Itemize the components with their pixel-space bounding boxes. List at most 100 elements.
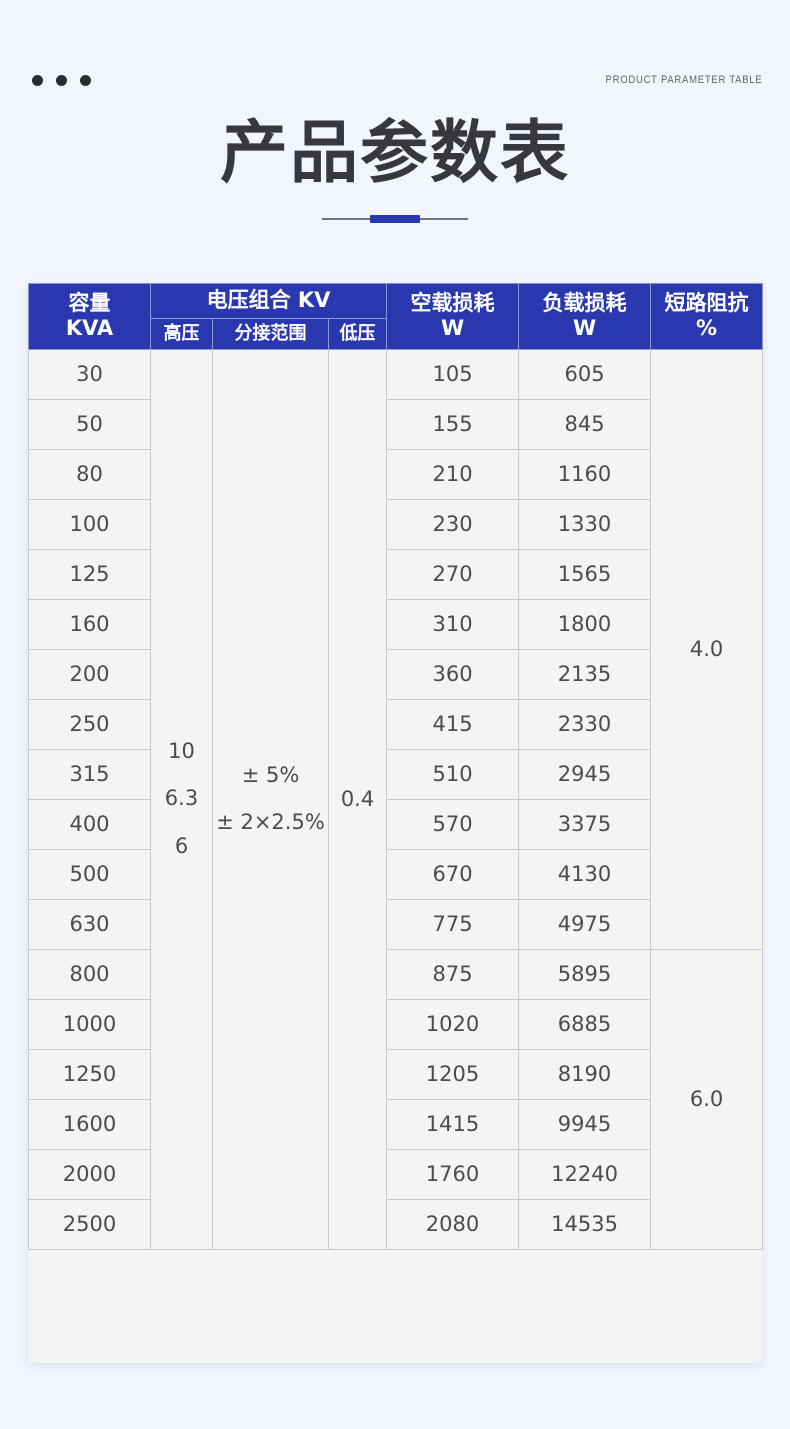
cell-no-load-loss: 1205 [386,1048,520,1100]
table-row: 160 310 1800 [28,598,763,650]
cell-capacity: 1250 [28,1048,151,1100]
cell-no-load-loss: 230 [386,498,520,550]
table-row: 500 670 4130 [28,848,763,900]
table-row: 200 360 2135 [28,648,763,700]
cell-load-loss: 605 [518,348,652,400]
no-load-loss-header-line1: 空载损耗 [410,290,495,315]
table-head: 容量 KVA 电压组合 KV 空载损耗 W 负载损耗 W 短路阻抗 % 高 [28,283,764,350]
cell-no-load-loss: 210 [386,448,520,500]
cell-capacity: 500 [28,848,151,900]
parameter-table-container: 容量 KVA 电压组合 KV 空载损耗 W 负载损耗 W 短路阻抗 % 高 [28,283,764,1363]
cell-no-load-loss: 570 [386,798,520,850]
cell-capacity: 315 [28,748,151,800]
table-row: 1600 1415 9945 [28,1098,763,1150]
cell-load-loss: 14535 [518,1198,652,1250]
column-header-tap-range: 分接范围 [212,317,329,350]
cell-capacity: 160 [28,598,151,650]
high-voltage-value: 6 [174,833,189,858]
table-row: 50 155 845 [28,398,763,450]
cell-no-load-loss: 670 [386,848,520,900]
cell-capacity: 1000 [28,998,151,1050]
no-load-loss-header-line2: W [440,316,465,341]
column-header-no-load-loss: 空载损耗 W [386,283,520,350]
cell-load-loss: 2135 [518,648,652,700]
load-loss-header-line1: 负载损耗 [542,290,627,315]
cell-impedance-high: 6.0 [650,948,764,1250]
table-row: 800 875 5895 6.0 [28,948,764,1250]
cell-load-loss: 8190 [518,1048,652,1100]
dot-icon [80,74,91,86]
cell-capacity: 1600 [28,1098,151,1150]
cell-no-load-loss: 510 [386,748,520,800]
parameter-table: 容量 KVA 电压组合 KV 空载损耗 W 负载损耗 W 短路阻抗 % 高 [28,283,764,1250]
cell-load-loss: 845 [518,398,652,450]
cell-load-loss: 1565 [518,548,652,600]
cell-load-loss: 6885 [518,998,652,1050]
table-header-row-2: 高压 分接范围 低压 [29,317,763,350]
cell-impedance-low: 4.0 [650,348,764,950]
table-row: 125 270 1565 [28,548,763,600]
cell-no-load-loss: 1020 [386,998,520,1050]
cell-no-load-loss: 105 [386,348,520,400]
capacity-header-line2: KVA [65,316,114,341]
table-row: 315 510 2945 [28,748,763,800]
column-header-low-voltage: 低压 [327,317,388,350]
capacity-header-line1: 容量 [68,290,111,315]
load-loss-header-line2: W [572,316,597,341]
cell-capacity: 50 [28,398,151,450]
cell-capacity: 200 [28,648,151,700]
table-row: 1000 1020 6885 [28,998,763,1050]
impedance-header-line1: 短路阻抗 [664,290,749,315]
cell-load-loss: 3375 [518,798,652,850]
cell-load-loss: 4130 [518,848,652,900]
cell-load-loss: 5895 [518,948,652,1000]
cell-capacity: 630 [28,898,151,950]
tap-range-value: ± 2×2.5% [216,810,325,835]
column-header-voltage-group: 电压组合 KV [149,283,388,319]
divider-accent [370,215,420,224]
decorative-dots [32,74,91,86]
title-divider [322,213,468,225]
table-row: 250 415 2330 [28,698,763,750]
cell-load-loss: 4975 [518,898,652,950]
title-block: 产品参数表 [0,118,790,225]
cell-capacity: 100 [28,498,151,550]
cell-load-loss: 2330 [518,698,652,750]
cell-no-load-loss: 310 [386,598,520,650]
cell-tap-range: ± 5% ± 2×2.5% [212,348,329,1250]
cell-no-load-loss: 360 [386,648,520,700]
cell-no-load-loss: 2080 [386,1198,520,1250]
cell-load-loss: 12240 [518,1148,652,1200]
high-voltage-value: 10 [168,739,195,764]
cell-no-load-loss: 1760 [386,1148,520,1200]
cell-capacity: 800 [28,948,151,1000]
cell-capacity: 80 [28,448,151,500]
column-header-impedance: 短路阻抗 % [650,283,764,350]
table-row: 100 230 1330 [28,498,763,550]
cell-capacity: 125 [28,548,151,600]
cell-load-loss: 1330 [518,498,652,550]
cell-no-load-loss: 775 [386,898,520,950]
tap-range-value: ± 5% [241,762,300,787]
page-title: 产品参数表 [219,114,570,193]
cell-capacity: 400 [28,798,151,850]
eyebrow-label: PRODUCT PARAMETER TABLE [605,74,762,86]
table-row: 30 10 6.3 6 ± 5% ± 2×2.5% 0.4 105 605 4.0 [28,348,764,1250]
cell-load-loss: 2945 [518,748,652,800]
dot-icon [56,74,67,86]
table-row: 2500 2080 14535 [28,1198,763,1250]
cell-no-load-loss: 1415 [386,1098,520,1150]
cell-no-load-loss: 875 [386,948,520,1000]
top-bar: PRODUCT PARAMETER TABLE [0,62,790,98]
column-header-high-voltage: 高压 [150,317,213,350]
table-header-row-1: 容量 KVA 电压组合 KV 空载损耗 W 负载损耗 W 短路阻抗 % [28,283,764,350]
cell-load-loss: 1800 [518,598,652,650]
table-row: 1250 1205 8190 [28,1048,763,1100]
cell-load-loss: 9945 [518,1098,652,1150]
high-voltage-value: 6.3 [164,786,199,811]
table-row: 2000 1760 12240 [28,1148,763,1200]
column-header-capacity: 容量 KVA [28,283,151,350]
cell-no-load-loss: 155 [386,398,520,450]
cell-no-load-loss: 415 [386,698,520,750]
cell-low-voltage: 0.4 [327,348,388,1250]
